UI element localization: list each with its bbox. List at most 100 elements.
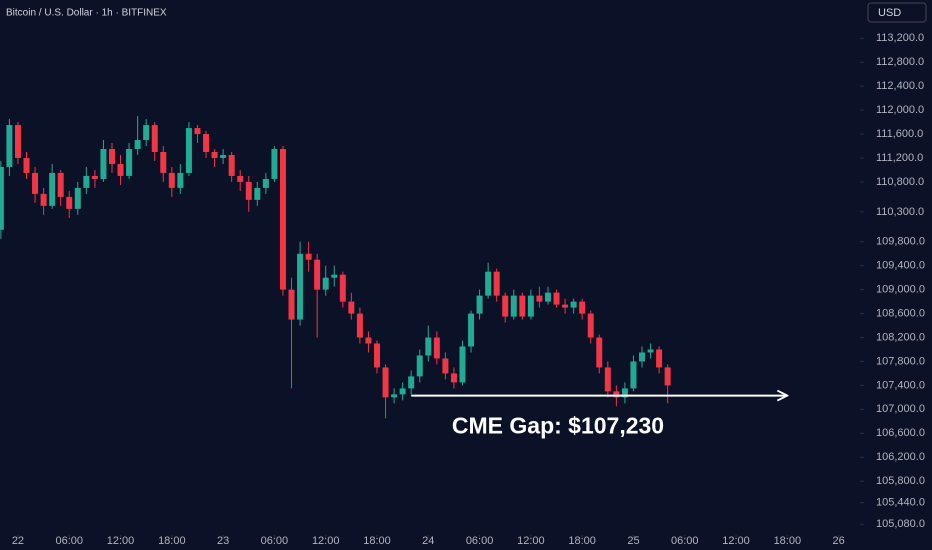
x-tick-label: 18:00: [363, 535, 391, 547]
candle-body: [314, 259, 321, 290]
candle-body: [425, 337, 432, 356]
candle-body: [365, 337, 372, 344]
candle-body: [14, 125, 21, 158]
candle-body: [228, 154, 235, 176]
y-tick-label: 111,600.0: [876, 128, 923, 140]
x-tick-label: 06:00: [466, 535, 494, 547]
x-tick-label: 18:00: [774, 535, 802, 547]
candle-body: [108, 149, 115, 164]
candle-body: [570, 301, 577, 308]
candle-body: [374, 343, 380, 368]
candle-body: [604, 367, 611, 392]
candle-body: [91, 175, 98, 179]
candle-body: [391, 394, 398, 398]
candle-body: [143, 125, 150, 141]
candle-body: [656, 349, 663, 368]
y-tick-label: 109,000.0: [876, 284, 925, 296]
x-tick-label: 06:00: [671, 535, 699, 547]
candle-body: [664, 367, 671, 386]
candle-body: [322, 277, 329, 290]
x-tick-label: 12:00: [517, 535, 545, 547]
candle-body: [262, 178, 269, 188]
y-tick-label: 113,200.0: [876, 32, 924, 44]
candle-body: [647, 349, 654, 353]
candle-body: [485, 271, 492, 296]
candle-body: [134, 140, 141, 150]
candle-body: [382, 367, 389, 398]
candle-body: [553, 292, 560, 305]
candle-body: [126, 149, 133, 176]
candle-body: [23, 157, 30, 173]
gap-annotation: CME Gap: $107,230: [452, 413, 664, 439]
plot-area: [0, 116, 671, 419]
currency-label[interactable]: USD: [878, 7, 901, 19]
candle-body: [399, 388, 406, 395]
candle-body: [356, 313, 363, 338]
x-tick-label: 25: [627, 535, 639, 547]
x-tick-label: 18:00: [158, 535, 186, 547]
candle-body: [621, 388, 628, 398]
y-tick-label: 107,000.0: [876, 403, 925, 415]
candle-body: [194, 128, 201, 135]
y-tick-label: 105,800.0: [876, 475, 925, 487]
y-tick-label: 105,080.0: [876, 518, 925, 530]
candle-body: [66, 196, 73, 209]
candle-body: [6, 125, 13, 167]
candle-body: [416, 355, 423, 377]
candle-body: [168, 172, 175, 188]
candle-body: [562, 304, 569, 308]
y-tick-label: 109,800.0: [876, 236, 925, 248]
candle-body: [49, 172, 56, 206]
candle-body: [579, 301, 586, 314]
y-tick-label: 105,440.0: [876, 497, 925, 509]
candle-body: [211, 152, 218, 158]
candle-body: [117, 163, 124, 176]
y-tick-label: 108,200.0: [876, 331, 925, 343]
candle-body: [527, 295, 534, 317]
y-tick-label: 112,800.0: [876, 56, 924, 68]
candle-body: [442, 358, 449, 374]
candle-body: [279, 149, 286, 290]
y-tick-label: 111,200.0: [876, 152, 923, 164]
candle-body: [245, 181, 252, 200]
currency-button[interactable]: [867, 2, 927, 23]
candle-body: [177, 172, 184, 188]
candle-body: [305, 253, 312, 260]
candle-body: [160, 152, 167, 173]
candle-body: [433, 337, 440, 359]
candle-body: [339, 274, 346, 302]
x-tick-label: 06:00: [55, 535, 83, 547]
candle-body: [0, 166, 4, 230]
y-tick-label: 108,600.0: [876, 307, 925, 319]
candle-body: [100, 149, 107, 179]
candle-body: [57, 172, 64, 197]
candle-body: [468, 313, 475, 347]
candle-body: [151, 125, 158, 153]
candle-body: [519, 295, 526, 317]
x-tick-label: 18:00: [568, 535, 596, 547]
candle-body: [185, 128, 192, 173]
y-tick-label: 112,000.0: [876, 104, 924, 116]
candle-body: [254, 187, 261, 200]
x-tick-label: 12:00: [312, 535, 340, 547]
candle-body: [271, 149, 278, 179]
x-tick-label: 22: [12, 535, 24, 547]
x-tick-label: 26: [833, 535, 845, 547]
candle-body: [596, 337, 603, 368]
candle-body: [408, 376, 415, 389]
y-tick-label: 110,300.0: [876, 206, 924, 218]
chart-title: Bitcoin / U.S. Dollar · 1h · BITFINEX: [6, 8, 167, 19]
y-tick-label: 107,800.0: [876, 355, 925, 367]
x-tick-label: 12:00: [722, 535, 750, 547]
candle-body: [220, 154, 227, 158]
candle-body: [297, 253, 304, 320]
y-tick-label: 112,400.0: [876, 80, 924, 92]
y-tick-label: 106,200.0: [876, 451, 925, 463]
candle-body: [288, 289, 295, 320]
x-tick-label: 24: [422, 535, 434, 547]
candle-body: [493, 271, 500, 296]
candle-body: [510, 295, 517, 317]
candle-body: [587, 313, 594, 338]
x-tick-label: 23: [217, 535, 229, 547]
